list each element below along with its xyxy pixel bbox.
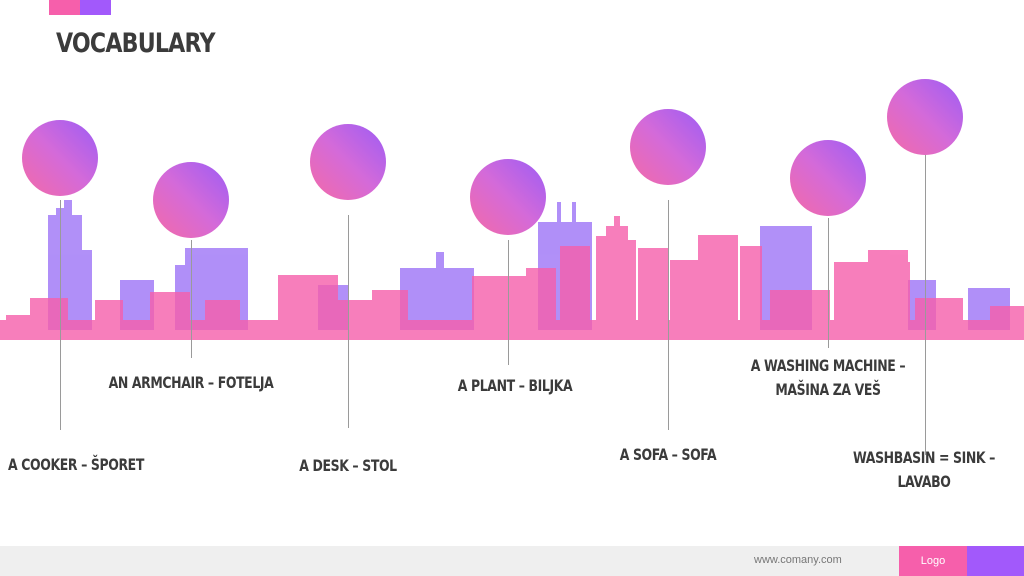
pin-line (348, 215, 349, 428)
footer-bar: www.comany.com Logo (0, 546, 1024, 576)
city-skyline (0, 200, 1024, 340)
vocab-label: A DESK – STOL (299, 454, 397, 478)
pin-bubble (630, 109, 706, 185)
pin-line (508, 240, 509, 365)
vocab-label-line: LAVABO (897, 472, 951, 491)
vocab-label: AN ARMCHAIR – FOTELJA (109, 371, 274, 395)
pin-bubble (22, 120, 98, 196)
slide-title: VOCABULARY (56, 28, 216, 59)
vocab-label-line: A SOFA – SOFA (619, 445, 717, 464)
pin-line (60, 200, 61, 430)
footer-logo: Logo (899, 546, 967, 576)
footer-logo-accent (967, 546, 1024, 576)
pin-line (668, 200, 669, 430)
vocab-label: A SOFA – SOFA (620, 443, 717, 467)
pin-line (828, 218, 829, 348)
pin-bubble (887, 79, 963, 155)
vocab-label-line: A PLANT – BILJKA (457, 376, 573, 395)
pin-line (191, 240, 192, 358)
accent-bar-pink (49, 0, 80, 15)
vocab-label: A COOKER – ŠPORET (8, 453, 144, 477)
vocab-label: WASHBASIN = SINK – LAVABO (853, 446, 995, 494)
vocab-label: A WASHING MACHINE – MAŠINA ZA VEŠ (750, 354, 906, 402)
pin-bubble (310, 124, 386, 200)
vocab-label: A PLANT – BILJKA (457, 374, 573, 398)
vocab-label-line: A WASHING MACHINE – (750, 356, 906, 375)
vocab-label-line: A COOKER – ŠPORET (8, 455, 144, 474)
pin-bubble (153, 162, 229, 238)
vocab-label-line: AN ARMCHAIR – FOTELJA (108, 373, 274, 392)
pin-bubble (470, 159, 546, 235)
vocab-label-line: A DESK – STOL (299, 456, 397, 475)
accent-bar-purple (80, 0, 111, 15)
vocab-label-line: MAŠINA ZA VEŠ (775, 380, 881, 399)
vocab-label-line: WASHBASIN = SINK – (852, 448, 996, 467)
pin-bubble (790, 140, 866, 216)
footer-url[interactable]: www.comany.com (754, 554, 842, 566)
pin-line (925, 125, 926, 455)
